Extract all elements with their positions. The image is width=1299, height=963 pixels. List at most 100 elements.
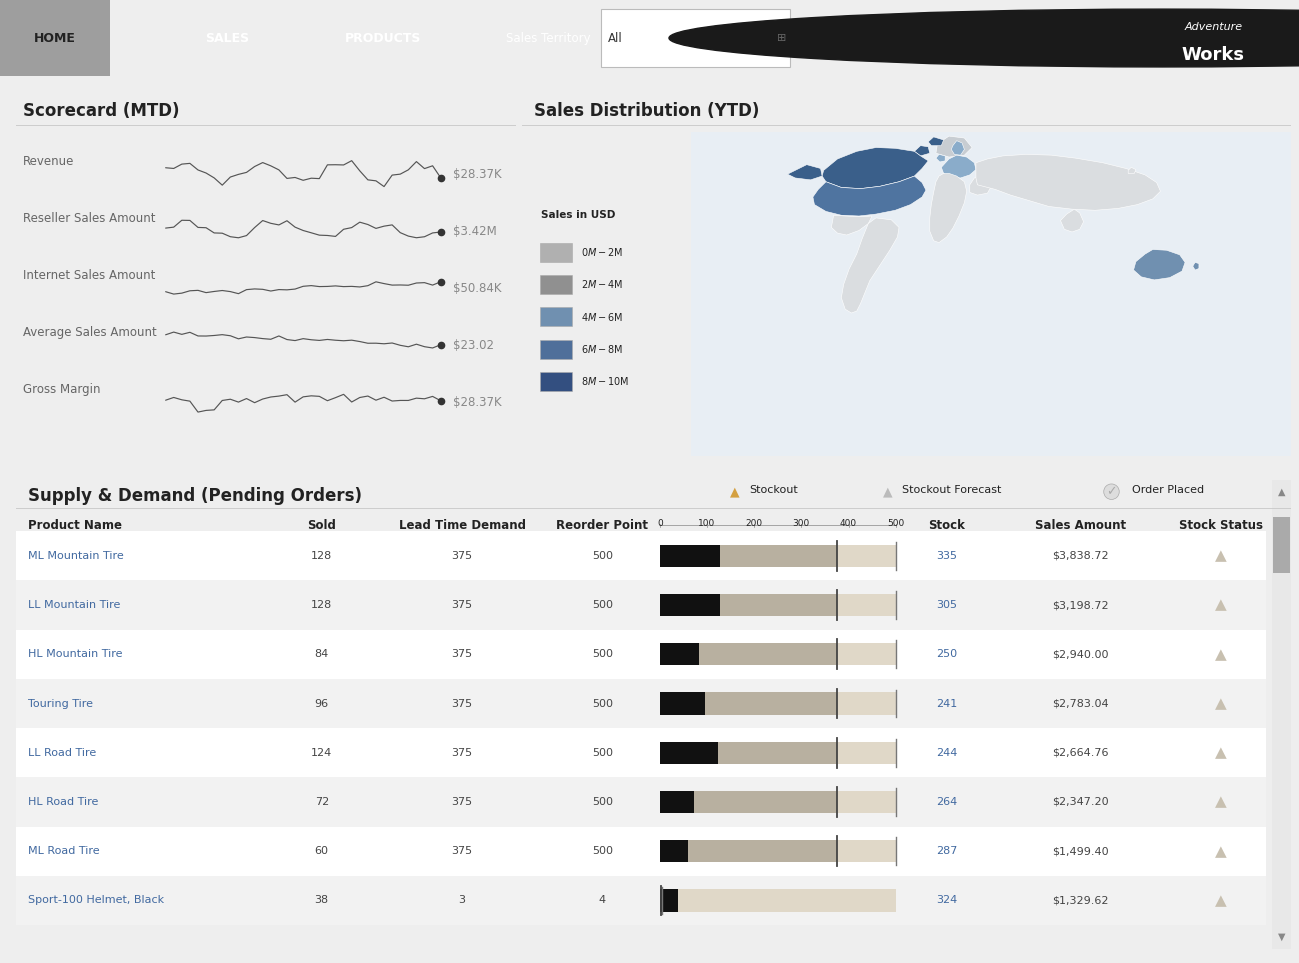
Text: Sales Amount: Sales Amount [1035, 519, 1126, 533]
Text: 500: 500 [592, 551, 613, 560]
Polygon shape [1134, 249, 1185, 280]
Text: ✓: ✓ [1107, 485, 1117, 498]
Text: Stock Status: Stock Status [1179, 519, 1263, 533]
FancyBboxPatch shape [16, 532, 1265, 581]
Text: 375: 375 [452, 797, 473, 807]
Text: 200: 200 [746, 519, 763, 529]
FancyBboxPatch shape [1273, 517, 1290, 573]
Text: Reseller Sales Amount: Reseller Sales Amount [23, 212, 156, 225]
FancyBboxPatch shape [660, 692, 705, 715]
Polygon shape [842, 218, 899, 313]
Text: ▲: ▲ [1215, 794, 1228, 810]
Polygon shape [787, 165, 822, 180]
Text: ▲: ▲ [730, 485, 739, 498]
FancyBboxPatch shape [660, 643, 837, 665]
FancyBboxPatch shape [540, 307, 572, 326]
Text: 500: 500 [592, 797, 613, 807]
Polygon shape [831, 216, 872, 235]
Text: 244: 244 [937, 747, 957, 758]
Text: Internet Sales Amount: Internet Sales Amount [23, 270, 156, 282]
Text: Works: Works [1182, 46, 1244, 64]
FancyBboxPatch shape [16, 679, 1265, 728]
FancyBboxPatch shape [660, 791, 694, 813]
FancyBboxPatch shape [660, 742, 837, 764]
FancyBboxPatch shape [16, 777, 1265, 826]
Text: ▲: ▲ [1215, 647, 1228, 662]
Text: 300: 300 [792, 519, 811, 529]
Text: LL Road Tire: LL Road Tire [29, 747, 96, 758]
Text: Product Name: Product Name [29, 519, 122, 533]
Text: $2,664.76: $2,664.76 [1052, 747, 1109, 758]
Text: ▲: ▲ [1278, 486, 1286, 496]
Polygon shape [951, 141, 964, 155]
Text: $4M - $6M: $4M - $6M [582, 311, 624, 323]
Text: All: All [608, 32, 622, 44]
FancyBboxPatch shape [540, 243, 572, 262]
Text: Sport-100 Helmet, Black: Sport-100 Helmet, Black [29, 896, 165, 905]
Polygon shape [970, 176, 991, 195]
FancyBboxPatch shape [660, 890, 678, 912]
Polygon shape [942, 155, 976, 178]
Text: $28.37K: $28.37K [453, 168, 501, 181]
Text: $50.84K: $50.84K [453, 282, 501, 295]
Text: 375: 375 [452, 600, 473, 610]
Text: ▲: ▲ [883, 485, 892, 498]
FancyBboxPatch shape [660, 840, 896, 862]
Polygon shape [1060, 209, 1083, 232]
Text: 324: 324 [937, 896, 957, 905]
Text: Stock: Stock [929, 519, 965, 533]
FancyBboxPatch shape [660, 840, 837, 862]
Text: $2,940.00: $2,940.00 [1052, 649, 1109, 660]
Text: ▲: ▲ [1215, 844, 1228, 859]
Circle shape [669, 9, 1299, 67]
Text: ▲: ▲ [1215, 597, 1228, 612]
Text: Sold: Sold [308, 519, 336, 533]
Text: Supply & Demand (Pending Orders): Supply & Demand (Pending Orders) [29, 486, 362, 505]
Text: 84: 84 [314, 649, 329, 660]
Polygon shape [813, 176, 926, 216]
Text: PRODUCTS: PRODUCTS [346, 32, 421, 44]
FancyBboxPatch shape [1272, 480, 1291, 949]
Text: ▼: ▼ [1278, 932, 1286, 942]
Text: 264: 264 [937, 797, 957, 807]
Text: ▲: ▲ [1215, 745, 1228, 760]
Text: HL Mountain Tire: HL Mountain Tire [29, 649, 123, 660]
Text: $8M - $10M: $8M - $10M [582, 376, 630, 387]
Text: 500: 500 [592, 846, 613, 856]
Polygon shape [935, 136, 972, 157]
Text: Revenue: Revenue [23, 155, 74, 169]
FancyBboxPatch shape [540, 275, 572, 294]
Text: $0M - $2M: $0M - $2M [582, 247, 624, 258]
Text: Average Sales Amount: Average Sales Amount [23, 326, 157, 339]
FancyBboxPatch shape [601, 9, 790, 67]
Text: 375: 375 [452, 551, 473, 560]
Text: ▲: ▲ [1215, 893, 1228, 908]
Text: $3,838.72: $3,838.72 [1052, 551, 1109, 560]
Polygon shape [1128, 168, 1135, 173]
FancyBboxPatch shape [660, 643, 699, 665]
Text: HOME: HOME [34, 32, 77, 44]
Text: Touring Tire: Touring Tire [29, 698, 94, 709]
Text: HL Road Tire: HL Road Tire [29, 797, 99, 807]
FancyBboxPatch shape [660, 742, 718, 764]
Text: 241: 241 [937, 698, 957, 709]
Polygon shape [976, 154, 1160, 210]
Text: 375: 375 [452, 649, 473, 660]
Polygon shape [930, 173, 966, 243]
Text: LL Mountain Tire: LL Mountain Tire [29, 600, 121, 610]
FancyBboxPatch shape [660, 890, 896, 912]
FancyBboxPatch shape [660, 545, 896, 567]
Text: Sales in USD: Sales in USD [542, 210, 616, 220]
FancyBboxPatch shape [691, 132, 1291, 455]
FancyBboxPatch shape [16, 876, 1265, 925]
Text: 96: 96 [314, 698, 329, 709]
Text: ▲: ▲ [1215, 696, 1228, 711]
FancyBboxPatch shape [660, 692, 837, 715]
Text: Sales Territory: Sales Territory [507, 32, 591, 44]
Text: 124: 124 [312, 747, 333, 758]
FancyBboxPatch shape [16, 826, 1265, 876]
FancyBboxPatch shape [660, 545, 837, 567]
Polygon shape [822, 147, 929, 189]
FancyBboxPatch shape [660, 594, 896, 616]
Text: $3,198.72: $3,198.72 [1052, 600, 1109, 610]
